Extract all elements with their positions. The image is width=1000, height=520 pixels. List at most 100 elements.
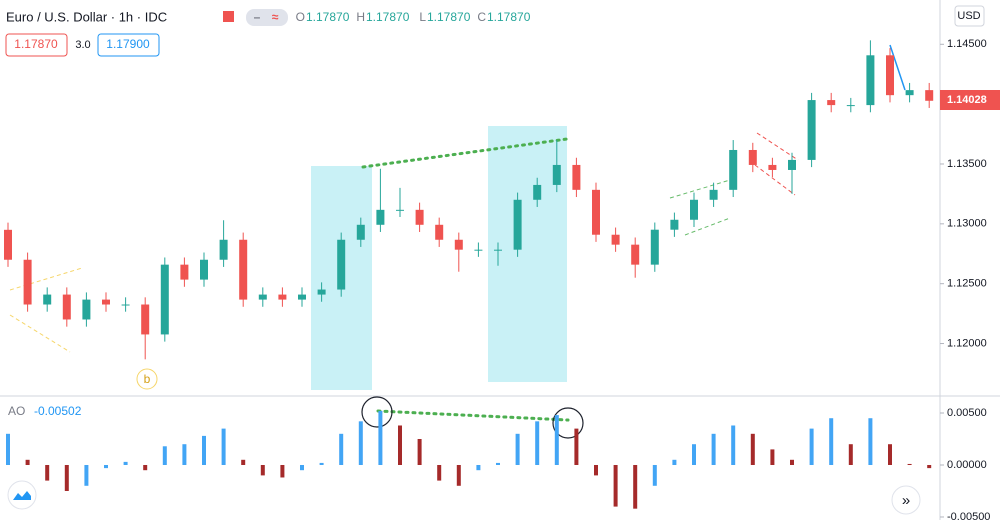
candle-body [376, 209, 385, 225]
ao-bar [300, 464, 304, 471]
ao-bar [339, 433, 344, 465]
logo-button[interactable] [7, 480, 37, 510]
ao-bar [809, 428, 814, 465]
candle-body [886, 55, 894, 96]
ao-bar [280, 464, 285, 478]
candle-body [298, 294, 306, 300]
scroll-button[interactable] [891, 485, 921, 515]
y-tick-label: 0.00000 [947, 459, 987, 471]
badge-icon: ≈ [272, 10, 279, 24]
spread: 3.0 [75, 39, 90, 51]
candle-body [62, 294, 71, 320]
ao-bar [711, 433, 716, 465]
bid-price[interactable]: 1.17870 [14, 37, 58, 51]
y-tick-label: 1.13000 [947, 218, 987, 230]
ao-bar [829, 418, 834, 465]
ao-bar [221, 428, 226, 465]
candle-body [729, 149, 738, 190]
status-badge [246, 9, 288, 26]
ohlc-value: 1.17870 [427, 10, 471, 24]
candle-body [670, 219, 679, 230]
ao-bar [319, 462, 324, 465]
ao-bar [84, 464, 89, 486]
candle-body [846, 105, 855, 107]
candle-body [768, 164, 777, 170]
ao-bar [25, 459, 30, 465]
ao-bar [6, 433, 10, 465]
ao-bar [417, 439, 422, 465]
ao-bar [202, 435, 206, 465]
candle-body [748, 149, 757, 165]
ao-bar [750, 433, 755, 465]
y-tick-label: 1.12500 [947, 278, 987, 290]
ohlc-key: H [356, 10, 365, 24]
y-tick-label: 0.00500 [947, 407, 987, 419]
y-tick-label: -0.00500 [947, 511, 990, 520]
candle-body [121, 304, 130, 306]
buy-button[interactable] [97, 33, 160, 57]
candle-body [690, 199, 698, 220]
ao-bar [907, 463, 912, 465]
ao-bar [398, 425, 402, 465]
ohlc-key: L [419, 10, 426, 24]
ao-bar [594, 464, 598, 476]
scroll-icon: » [902, 492, 910, 509]
candle-body [141, 304, 150, 335]
candle-body [905, 90, 914, 96]
ao-bar [554, 415, 559, 465]
currency-button[interactable] [954, 5, 985, 27]
candle-body [474, 249, 483, 251]
candle-body [788, 159, 796, 170]
pattern-line [9, 314, 71, 353]
candle-body [807, 100, 816, 160]
candle-body [200, 259, 208, 280]
candle-body [552, 164, 561, 185]
candle-body [337, 239, 346, 290]
candle-body [611, 234, 620, 245]
candle-body [396, 209, 404, 211]
ao-bar [45, 464, 50, 481]
last-price-box [940, 90, 1000, 110]
channel-line [684, 217, 731, 236]
currency[interactable]: USD [957, 10, 980, 22]
divergence-line [376, 409, 570, 422]
y-tick-label: 1.13500 [947, 158, 987, 170]
ao-bar [456, 464, 461, 486]
divergence-line [361, 137, 569, 169]
ao-bar [927, 464, 932, 469]
candle-body [180, 264, 189, 280]
candle-body [435, 224, 444, 240]
ao-bar [888, 444, 892, 465]
candle-body [650, 229, 659, 265]
badge-icon: – [254, 10, 261, 24]
candle-body [866, 55, 875, 106]
ao-bar [633, 464, 638, 509]
symbol-title: Euro / U.S. Dollar · 1h · IDC [6, 9, 167, 24]
ao-bar [672, 459, 677, 465]
candle-body [415, 209, 424, 225]
highlight-circle [361, 396, 393, 428]
indicator-value: -0.00502 [34, 404, 82, 418]
marker [136, 368, 158, 390]
ohlc-key: C [477, 10, 486, 24]
ao-bar [378, 410, 383, 465]
ao-bar [143, 464, 148, 471]
logo-icon [13, 491, 31, 500]
ao-bar [613, 464, 618, 507]
ask-price[interactable]: 1.17900 [106, 37, 150, 51]
ao-bar [241, 459, 246, 465]
candle-body [454, 239, 463, 250]
channel-line [669, 179, 731, 199]
sell-button[interactable] [5, 33, 68, 57]
candle-body [494, 249, 502, 251]
candle-body [4, 229, 12, 260]
ao-bar [848, 444, 853, 465]
ao-bar [535, 421, 540, 465]
ao-bar [790, 459, 794, 465]
y-tick-label: 1.12000 [947, 337, 987, 349]
ao-bar [868, 418, 873, 465]
candle-body [258, 294, 267, 300]
highlight-circle [552, 407, 584, 439]
pattern-line [9, 267, 83, 291]
